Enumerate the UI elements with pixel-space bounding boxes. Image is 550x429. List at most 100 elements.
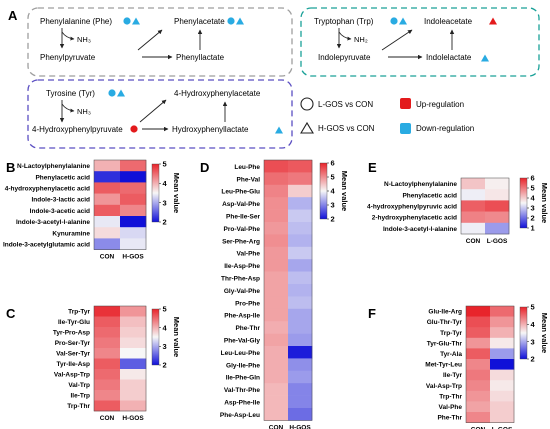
colorbar-tick-label: 2 [163,361,167,370]
heatmap-cell [120,204,147,217]
heatmap-cell [288,197,313,210]
trp-product1: Indoleacetate [424,17,473,26]
up-circle-marker [130,125,138,133]
heatmap-row-label: Ile-Tyr-Glu [58,319,90,326]
heatmap-cell [485,189,510,201]
heatmap-border [263,159,313,421]
heatmap-cell [288,160,313,173]
tyr-pathway-box: Tyrosine (Tyr) 4-Hydroxyphenylacetate NH… [27,79,293,149]
heatmap-cell [490,327,515,339]
down-circle-marker [123,17,131,25]
heatmap-cell [461,211,486,224]
heatmap-cell [94,358,121,370]
legend-circle-icon [300,97,314,111]
colorbar-tick-label: 5 [531,184,535,193]
heatmap-row-label: Trp-Thr [439,393,462,400]
colorbar-tick-label: 5 [331,173,335,182]
heatmap-cell [288,395,313,409]
heatmap-cell [264,395,289,409]
heatmap-border [93,305,147,412]
colorbar-tick-label: 4 [531,194,536,203]
heatmap-row-label: Trp-Thr [67,403,90,410]
trp-product2: Indolelactate [426,53,472,62]
heatmap-column-label: L-GOS [492,427,513,429]
heatmap-cell [461,222,486,235]
heatmap-row-label: Val-Thr-Phe [224,387,261,394]
heatmap-cell [264,358,289,372]
panel-label-a: A [8,8,18,23]
colorbar-tick-label: 5 [531,303,535,312]
heatmap-cell [120,160,147,172]
heatmap-cell [120,238,147,250]
heatmap-row-label: Tyr-Ala [440,351,462,358]
heatmap-cell [288,383,313,396]
heatmap-row-label: Leu-Phe-Glu [221,189,260,196]
heatmap-row-label: Ser-Phe-Arg [222,238,260,245]
heatmap-row-label: Phe-Asp-Leu [220,412,260,419]
heatmap-cell [490,412,515,423]
colorbar-tick-label: 2 [331,215,335,224]
colorbar-tick-label: 4 [331,187,336,196]
heatmap-cell [94,160,121,172]
heatmap-cell [94,348,121,359]
heatmap-cell [94,204,121,217]
heatmap-cell [466,359,491,370]
heatmap-cell [264,172,289,186]
heatmap-column-label: H-GOS [122,254,144,261]
legend-triangle-icon [300,121,314,134]
heatmap-cell [288,296,313,310]
heatmap-cell [120,358,147,370]
heatmap-cell [288,333,313,347]
colorbar-tick-label: 4 [163,179,168,188]
heatmap-cell [466,306,491,317]
heatmap-row-label: Gly-Ile-Phe [226,362,260,369]
heatmap-cell [120,327,147,338]
heatmap-row-label: Gly-Val-Phe [224,288,261,295]
colorbar-title: Mean value [540,183,549,223]
heatmap-cell [120,369,147,380]
heatmap-cell [490,306,515,317]
heatmap-cell [466,390,491,402]
heatmap-panel-d: Leu-Phe Phe-Val Leu-Phe-Glu Asp-Val-Phe Phe-… [220,159,349,429]
heatmap-cell [264,246,289,260]
heatmap-row-label: Val-Asp-Trp [54,372,90,379]
heatmap-cell [94,171,121,183]
heatmap-row-label: Ile-Trp [70,393,90,400]
heatmap-cell [264,308,289,322]
heatmap-cell [461,189,486,201]
heatmap-row-label: Phenylacetic acid [402,192,457,199]
heatmap-cell [485,200,510,212]
heatmap-row-label: Val-Phe [439,404,463,411]
tyr-product2: Hydroxyphenyllactate [172,125,249,134]
heatmap-cell [264,383,289,396]
heatmap-cell [466,412,491,423]
heatmap-column-label: CON [269,424,284,429]
heatmap-cell [288,172,313,186]
heatmap-cell [94,238,121,250]
colorbar [319,162,328,220]
colorbar-tick-label: 3 [163,342,167,351]
heatmap-cell [466,348,491,360]
heatmap-cell [288,346,313,359]
heatmap-cell [288,184,313,198]
down-triangle-marker [275,126,283,134]
legend-up: Up-regulation [416,100,464,109]
heatmap-row-label: 2-hydroxyphenylacetic acid [372,215,457,222]
heatmap-cell [94,316,121,328]
trp-substrate: Tryptophan (Trp) [314,17,374,26]
trp-pathway-box: Tryptophan (Trp) NH₂ Indolepyruvate Indo… [300,7,540,77]
heatmap-cell [120,182,147,194]
heatmap-row-label: Kynuramine [52,230,90,237]
tyr-product1: 4-Hydroxyphenylacetate [174,89,261,98]
heatmap-cell [120,379,147,391]
heatmap-cell [466,401,491,413]
heatmap-row-label: Pro-Ser-Tyr [55,340,91,347]
colorbar-title: Mean value [172,173,181,213]
heatmap-cell [485,222,510,235]
heatmap-cell [94,327,121,338]
heatmap-cell [120,400,147,412]
heatmap-row-label: Phe-Thr [437,415,462,422]
heatmap-cell [94,337,121,349]
heatmap-cell [490,337,515,349]
down-circle-marker [227,17,235,25]
